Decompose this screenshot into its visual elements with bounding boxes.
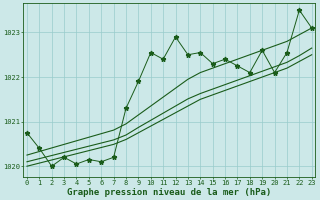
X-axis label: Graphe pression niveau de la mer (hPa): Graphe pression niveau de la mer (hPa) [67, 188, 271, 197]
